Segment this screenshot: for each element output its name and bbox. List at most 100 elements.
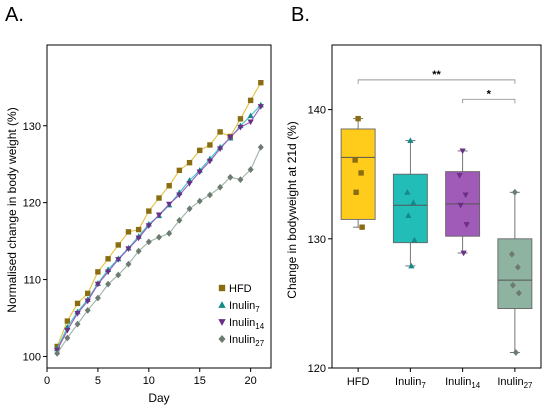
data-point	[358, 170, 364, 176]
data-point	[186, 180, 193, 187]
data-point	[411, 236, 418, 243]
data-point	[206, 158, 214, 165]
panel-b-boxes	[340, 115, 533, 356]
legend-marker	[218, 319, 226, 326]
y-tick-label: 120	[308, 363, 326, 375]
x-tick-label-sub: 14	[471, 381, 480, 390]
data-point	[135, 235, 142, 242]
data-point	[94, 294, 101, 302]
x-tick-label: Inulin27	[497, 376, 532, 390]
box-body	[340, 128, 376, 220]
data-point	[237, 116, 244, 122]
data-point	[512, 349, 519, 356]
legend-marker	[218, 335, 226, 343]
panel-a-axes: 0 5 10 15 20 100 110 120 130	[23, 44, 272, 387]
box-inulin14	[445, 148, 481, 257]
data-point	[115, 257, 122, 263]
data-point	[64, 334, 71, 342]
box-body	[497, 238, 533, 310]
x-tick-label: Inulin14	[445, 376, 481, 390]
data-point	[511, 188, 518, 196]
series-inulin27	[54, 143, 264, 357]
x-tick-label: 20	[245, 375, 257, 387]
data-point	[206, 191, 213, 199]
box-body	[392, 173, 428, 244]
x-tick-label: 5	[95, 375, 101, 387]
panel-b-y-axis-label: Change in bodyweight at 21d (%)	[285, 121, 299, 298]
data-point	[462, 192, 469, 199]
data-point	[217, 183, 224, 191]
x-tick-label-name: Inulin	[445, 376, 471, 388]
legend-entry-sub: 14	[255, 322, 264, 331]
significance-label: *	[487, 88, 492, 100]
data-point	[105, 256, 111, 262]
data-point	[176, 192, 183, 199]
x-tick-label: Inulin7	[395, 376, 426, 390]
significance-bracket	[357, 79, 516, 84]
data-point	[514, 263, 521, 271]
data-point	[166, 230, 173, 237]
significance-bracket	[462, 98, 516, 104]
box-hfd	[340, 115, 376, 230]
data-point	[197, 147, 203, 154]
data-point	[463, 222, 470, 228]
y-tick-label: 140	[308, 105, 326, 117]
data-point	[145, 223, 152, 229]
data-point	[95, 269, 101, 275]
data-point	[207, 142, 213, 148]
panel-a-series	[54, 79, 264, 357]
legend-entry: Inulin14	[229, 317, 265, 331]
data-point	[257, 143, 264, 151]
data-point	[247, 119, 254, 126]
series-line	[56, 106, 262, 351]
data-point	[115, 271, 122, 279]
data-point	[196, 169, 203, 176]
x-tick-label-name: Inulin	[497, 376, 523, 388]
y-tick-label: 120	[23, 198, 41, 210]
data-point	[74, 310, 81, 317]
data-point	[94, 281, 102, 288]
data-point	[247, 97, 254, 104]
data-point	[145, 238, 152, 246]
box-inulin7	[392, 137, 428, 269]
data-point	[408, 262, 415, 269]
x-tick-label: 0	[44, 375, 50, 387]
panel-b-significance: ***	[357, 69, 516, 104]
data-point	[156, 195, 162, 201]
data-point	[186, 159, 193, 166]
legend-entry-name: HFD	[229, 283, 252, 295]
data-point	[459, 148, 466, 155]
data-point	[227, 134, 234, 141]
data-point	[355, 115, 361, 122]
data-point	[64, 327, 71, 334]
x-tick-label-sub: 27	[524, 381, 533, 390]
data-point	[404, 189, 411, 195]
data-point	[508, 250, 515, 258]
legend-marker	[218, 301, 226, 308]
y-tick-label: 130	[308, 234, 326, 246]
data-point	[105, 280, 112, 288]
data-point	[125, 260, 132, 268]
data-point	[54, 350, 61, 357]
panel-a-plot-frame	[46, 44, 272, 369]
legend-entry: Inulin27	[229, 334, 264, 348]
panel-a-y-axis-label: Normalised change in body weight (%)	[5, 107, 19, 312]
data-point	[456, 173, 463, 179]
legend-entry-name: Inulin	[229, 300, 255, 312]
box-inulin27	[497, 188, 533, 356]
data-point	[509, 281, 516, 289]
x-tick-label-name: Inulin	[395, 376, 421, 388]
data-point	[125, 246, 132, 253]
data-point	[247, 112, 254, 119]
data-point	[176, 167, 183, 174]
data-point	[405, 212, 412, 218]
data-point	[166, 201, 173, 208]
data-point	[186, 205, 193, 213]
legend-entry: Inulin7	[229, 300, 260, 314]
data-point	[104, 269, 112, 276]
data-point	[135, 247, 142, 255]
data-point	[216, 146, 224, 153]
x-tick-label: 10	[143, 375, 155, 387]
